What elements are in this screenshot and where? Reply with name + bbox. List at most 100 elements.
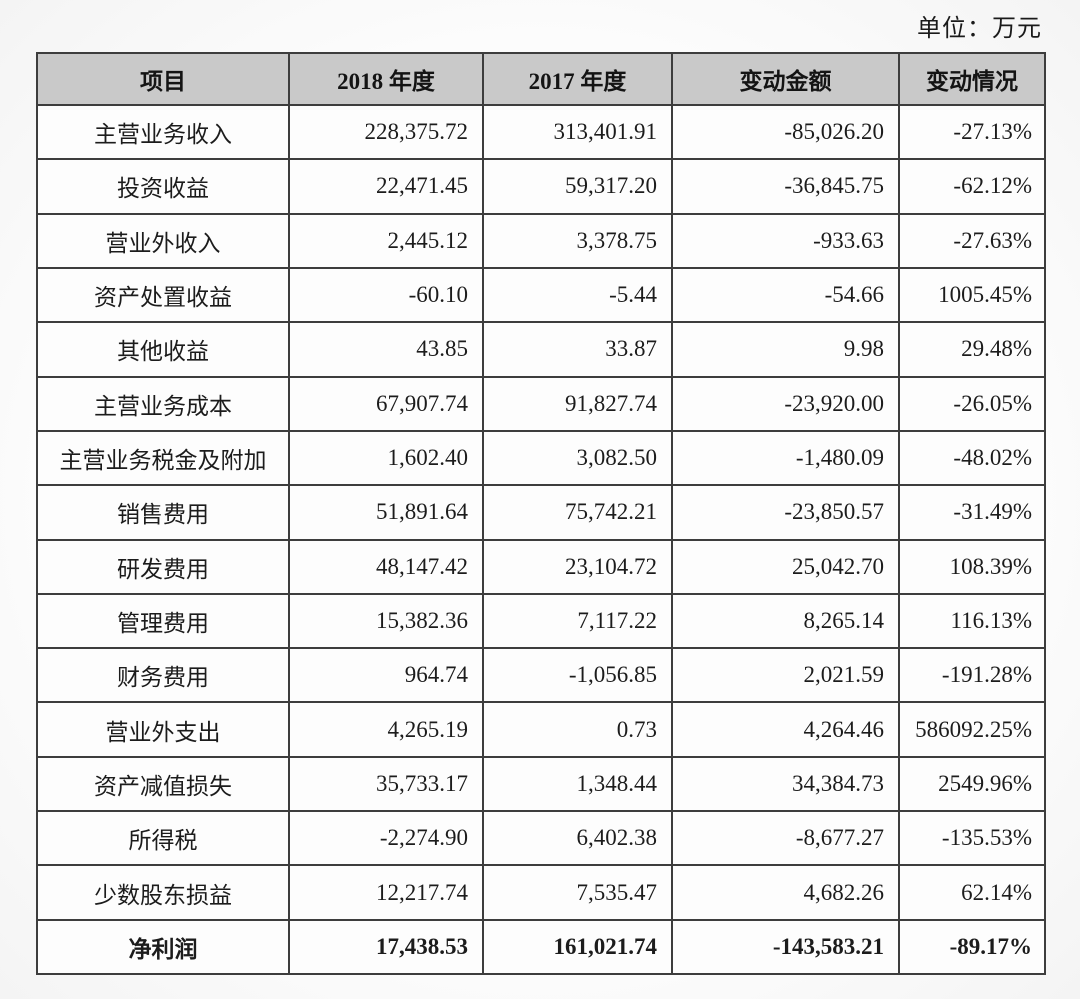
cell-change-amount: 4,682.26	[671, 864, 900, 921]
cell-2017: -1,056.85	[482, 647, 673, 704]
cell-change-percent: 2549.96%	[898, 755, 1046, 813]
cell-2017: 313,401.91	[482, 103, 673, 161]
cell-change-amount: -54.66	[671, 266, 900, 324]
cell-2018: 12,217.74	[288, 864, 484, 921]
cell-2017: 3,082.50	[482, 429, 673, 487]
table-body: 主营业务收入 228,375.72 313,401.91 -85,026.20 …	[36, 103, 1046, 976]
cell-2018: 22,471.45	[288, 158, 484, 215]
table-row: 营业外收入 2,445.12 3,378.75 -933.63 -27.63%	[36, 212, 1046, 269]
cell-item: 投资收益	[36, 158, 290, 215]
cell-change-amount: -85,026.20	[671, 103, 900, 161]
cell-item: 资产减值损失	[36, 755, 290, 813]
table-row: 管理费用 15,382.36 7,117.22 8,265.14 116.13%	[36, 592, 1046, 650]
unit-label: 单位：万元	[917, 16, 1042, 42]
cell-item: 管理费用	[36, 592, 290, 650]
cell-2018: 51,891.64	[288, 484, 484, 541]
cell-change-percent: -62.12%	[898, 158, 1046, 215]
cell-change-percent: 1005.45%	[898, 266, 1046, 324]
table-row: 研发费用 48,147.42 23,104.72 25,042.70 108.3…	[36, 538, 1046, 595]
cell-2018: -60.10	[288, 266, 484, 324]
cell-2017: 23,104.72	[482, 538, 673, 595]
table-row: 主营业务成本 67,907.74 91,827.74 -23,920.00 -2…	[36, 375, 1046, 432]
col-header-change-amount: 变动金额	[671, 52, 900, 106]
cell-2017: 6,402.38	[482, 810, 673, 867]
cell-2018: 43.85	[288, 321, 484, 378]
cell-item: 销售费用	[36, 484, 290, 541]
col-header-change-percent: 变动情况	[898, 52, 1046, 106]
cell-change-percent: 586092.25%	[898, 701, 1046, 758]
cell-change-percent: -27.13%	[898, 103, 1046, 161]
cell-change-percent: 108.39%	[898, 538, 1046, 595]
col-header-2017: 2017 年度	[482, 52, 673, 106]
cell-2018: 2,445.12	[288, 212, 484, 269]
cell-change-amount: -1,480.09	[671, 429, 900, 487]
cell-2018: 228,375.72	[288, 103, 484, 161]
cell-change-amount: 34,384.73	[671, 755, 900, 813]
table-row: 营业外支出 4,265.19 0.73 4,264.46 586092.25%	[36, 701, 1046, 758]
table-row: 少数股东损益 12,217.74 7,535.47 4,682.26 62.14…	[36, 864, 1046, 921]
cell-change-amount: -36,845.75	[671, 158, 900, 215]
cell-2017: 91,827.74	[482, 375, 673, 432]
cell-2018: -2,274.90	[288, 810, 484, 867]
cell-change-amount: -8,677.27	[671, 810, 900, 867]
cell-2018: 17,438.53	[288, 918, 484, 976]
cell-2017: 7,535.47	[482, 864, 673, 921]
cell-2017: 0.73	[482, 701, 673, 758]
cell-2017: 59,317.20	[482, 158, 673, 215]
cell-change-amount: 25,042.70	[671, 538, 900, 595]
cell-change-amount: 8,265.14	[671, 592, 900, 650]
cell-2017: -5.44	[482, 266, 673, 324]
cell-item: 营业外收入	[36, 212, 290, 269]
cell-item: 财务费用	[36, 647, 290, 704]
cell-change-amount: -23,920.00	[671, 375, 900, 432]
cell-change-percent: 29.48%	[898, 321, 1046, 378]
cell-change-amount: -143,583.21	[671, 918, 900, 976]
cell-2017: 7,117.22	[482, 592, 673, 650]
cell-change-amount: 4,264.46	[671, 701, 900, 758]
col-header-item: 项目	[36, 52, 290, 106]
cell-change-amount: 9.98	[671, 321, 900, 378]
cell-item: 主营业务税金及附加	[36, 429, 290, 487]
cell-2017: 33.87	[482, 321, 673, 378]
cell-2017: 75,742.21	[482, 484, 673, 541]
table-row: 财务费用 964.74 -1,056.85 2,021.59 -191.28%	[36, 647, 1046, 704]
cell-change-percent: -26.05%	[898, 375, 1046, 432]
cell-change-percent: -27.63%	[898, 212, 1046, 269]
cell-2018: 964.74	[288, 647, 484, 704]
cell-item: 少数股东损益	[36, 864, 290, 921]
cell-2018: 67,907.74	[288, 375, 484, 432]
cell-item: 主营业务成本	[36, 375, 290, 432]
cell-2018: 15,382.36	[288, 592, 484, 650]
table-header: 项目 2018 年度 2017 年度 变动金额 变动情况	[36, 52, 1046, 106]
cell-item: 其他收益	[36, 321, 290, 378]
cell-2017: 1,348.44	[482, 755, 673, 813]
cell-change-amount: -933.63	[671, 212, 900, 269]
table-row: 净利润 17,438.53 161,021.74 -143,583.21 -89…	[36, 918, 1046, 976]
cell-item: 主营业务收入	[36, 103, 290, 161]
cell-item: 资产处置收益	[36, 266, 290, 324]
cell-change-percent: -89.17%	[898, 918, 1046, 976]
cell-2018: 4,265.19	[288, 701, 484, 758]
table-row: 资产处置收益 -60.10 -5.44 -54.66 1005.45%	[36, 266, 1046, 324]
cell-item: 研发费用	[36, 538, 290, 595]
header-row: 项目 2018 年度 2017 年度 变动金额 变动情况	[36, 52, 1046, 106]
cell-item: 净利润	[36, 918, 290, 976]
cell-change-percent: -48.02%	[898, 429, 1046, 487]
cell-change-percent: 116.13%	[898, 592, 1046, 650]
cell-change-amount: 2,021.59	[671, 647, 900, 704]
cell-2017: 161,021.74	[482, 918, 673, 976]
cell-2018: 35,733.17	[288, 755, 484, 813]
table-row: 主营业务收入 228,375.72 313,401.91 -85,026.20 …	[36, 103, 1046, 161]
cell-change-percent: -191.28%	[898, 647, 1046, 704]
cell-item: 所得税	[36, 810, 290, 867]
cell-change-amount: -23,850.57	[671, 484, 900, 541]
col-header-2018: 2018 年度	[288, 52, 484, 106]
table-row: 主营业务税金及附加 1,602.40 3,082.50 -1,480.09 -4…	[36, 429, 1046, 487]
table-row: 资产减值损失 35,733.17 1,348.44 34,384.73 2549…	[36, 755, 1046, 813]
cell-change-percent: -31.49%	[898, 484, 1046, 541]
cell-item: 营业外支出	[36, 701, 290, 758]
cell-2018: 1,602.40	[288, 429, 484, 487]
table-row: 所得税 -2,274.90 6,402.38 -8,677.27 -135.53…	[36, 810, 1046, 867]
table-row: 销售费用 51,891.64 75,742.21 -23,850.57 -31.…	[36, 484, 1046, 541]
